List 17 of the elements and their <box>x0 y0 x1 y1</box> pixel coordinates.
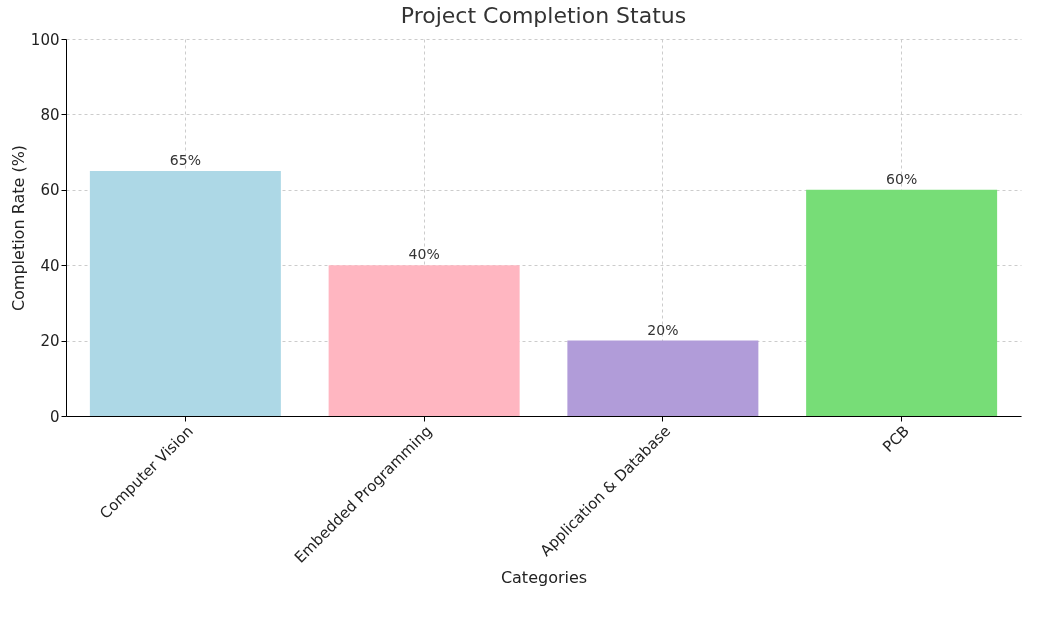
bar <box>89 170 281 416</box>
data-label: 40% <box>408 246 440 263</box>
bar <box>806 189 998 416</box>
data-label: 60% <box>886 170 918 187</box>
y-tick-label: 60 <box>40 181 60 200</box>
data-label: 65% <box>169 151 201 168</box>
y-tick-label: 100 <box>30 30 60 49</box>
x-axis-title: Categories <box>500 567 588 587</box>
y-tick-label: 0 <box>49 407 60 426</box>
y-tick-label: 80 <box>40 105 60 124</box>
chart-title: Project Completion Status <box>400 3 687 28</box>
bar <box>328 265 520 416</box>
y-tick-label: 40 <box>40 256 60 275</box>
data-label: 20% <box>647 321 679 338</box>
y-axis-title: Completion Rate (%) <box>8 144 28 312</box>
y-tick-label: 20 <box>40 332 60 351</box>
bar <box>567 340 759 416</box>
